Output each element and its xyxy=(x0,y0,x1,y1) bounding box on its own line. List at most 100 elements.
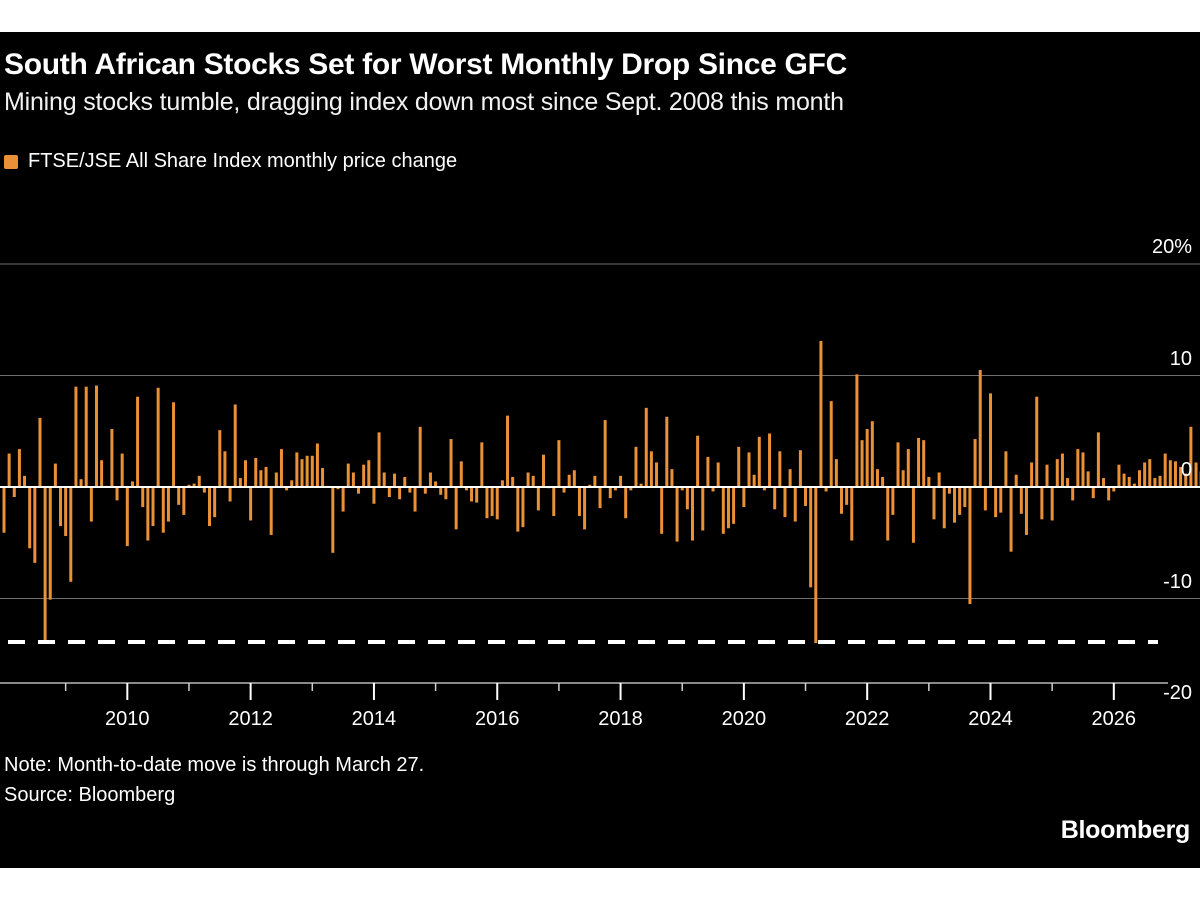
bar xyxy=(490,487,494,516)
bar xyxy=(634,446,638,487)
bar xyxy=(1194,462,1198,487)
bar xyxy=(17,449,21,487)
chart-legend: FTSE/JSE All Share Index monthly price c… xyxy=(4,150,457,173)
bar xyxy=(834,459,838,488)
bar xyxy=(454,487,458,530)
bar xyxy=(711,487,715,492)
bar xyxy=(228,487,232,502)
bar xyxy=(562,487,566,493)
bar xyxy=(392,473,396,487)
bar xyxy=(726,487,730,529)
bar xyxy=(94,385,98,487)
bar xyxy=(701,487,705,531)
bar xyxy=(418,426,422,487)
bar xyxy=(793,487,797,522)
bar xyxy=(891,487,895,515)
bar xyxy=(480,442,484,487)
bar xyxy=(1086,471,1090,487)
bar xyxy=(208,487,212,527)
y-axis-tick-label: 20% xyxy=(1151,236,1192,258)
bar xyxy=(43,487,47,642)
x-axis-ticks xyxy=(0,682,1168,700)
gridlines-group xyxy=(0,263,1200,599)
bloomberg-logo: Bloomberg xyxy=(1060,816,1191,844)
bar xyxy=(557,440,561,487)
bar xyxy=(382,472,386,487)
bar xyxy=(660,487,664,534)
bar xyxy=(279,449,283,487)
bar xyxy=(932,487,936,520)
bar xyxy=(629,487,633,491)
bar xyxy=(1066,478,1070,487)
y-axis-tick-label: -10 xyxy=(1163,570,1192,593)
bar xyxy=(675,487,679,542)
bar xyxy=(459,461,463,487)
bar xyxy=(1112,487,1116,492)
bar xyxy=(1122,473,1126,487)
bar xyxy=(696,435,700,487)
bar xyxy=(197,475,201,487)
plot-area: 20% 10 0 -10 -20 xyxy=(0,192,1200,704)
bar xyxy=(264,466,268,487)
bar xyxy=(146,487,150,541)
bar xyxy=(130,481,134,487)
bar xyxy=(1024,487,1028,535)
bar xyxy=(531,475,535,487)
bar xyxy=(953,487,957,523)
bar xyxy=(341,487,345,512)
bar xyxy=(2,487,6,533)
bar xyxy=(917,437,921,487)
bar xyxy=(69,487,73,582)
bar xyxy=(449,439,453,487)
bar xyxy=(249,487,253,521)
bar xyxy=(7,453,11,487)
bar xyxy=(577,487,581,516)
bar xyxy=(1158,475,1162,487)
bar xyxy=(644,407,648,487)
bar xyxy=(624,487,628,519)
bar xyxy=(1004,451,1008,487)
bar xyxy=(120,453,124,487)
bar xyxy=(1173,461,1177,487)
bar xyxy=(166,487,170,522)
bar xyxy=(680,487,684,491)
bar xyxy=(655,462,659,487)
bar xyxy=(768,433,772,487)
bar xyxy=(860,440,864,487)
legend-color-swatch-icon xyxy=(4,154,18,169)
bar xyxy=(387,487,391,498)
bar xyxy=(598,487,602,509)
bar xyxy=(172,402,176,487)
bar xyxy=(552,487,556,516)
bar-chart-svg xyxy=(0,263,1200,644)
bar xyxy=(439,487,443,495)
bar xyxy=(814,487,818,644)
x-axis-tick-label: 2018 xyxy=(598,708,643,730)
bar xyxy=(48,487,52,600)
bar xyxy=(310,455,314,487)
bar xyxy=(156,387,160,487)
chart-source: Source: Bloomberg xyxy=(4,784,176,806)
bar xyxy=(110,429,114,487)
bar xyxy=(259,470,263,487)
bar xyxy=(937,472,941,487)
bar xyxy=(572,470,576,487)
bar xyxy=(706,456,710,487)
bar xyxy=(182,487,186,515)
bar xyxy=(295,452,299,487)
bar xyxy=(485,487,489,519)
bar xyxy=(1127,476,1131,487)
bar xyxy=(593,475,597,487)
bar xyxy=(53,463,57,487)
bar xyxy=(1009,487,1013,552)
bar xyxy=(1132,483,1136,487)
bar xyxy=(38,417,42,487)
bar xyxy=(516,487,520,532)
bar xyxy=(1045,464,1049,487)
bar xyxy=(218,430,222,487)
bar xyxy=(141,487,145,508)
bar xyxy=(649,451,653,487)
bar xyxy=(824,487,828,492)
bar xyxy=(187,484,191,487)
bar xyxy=(639,483,643,487)
